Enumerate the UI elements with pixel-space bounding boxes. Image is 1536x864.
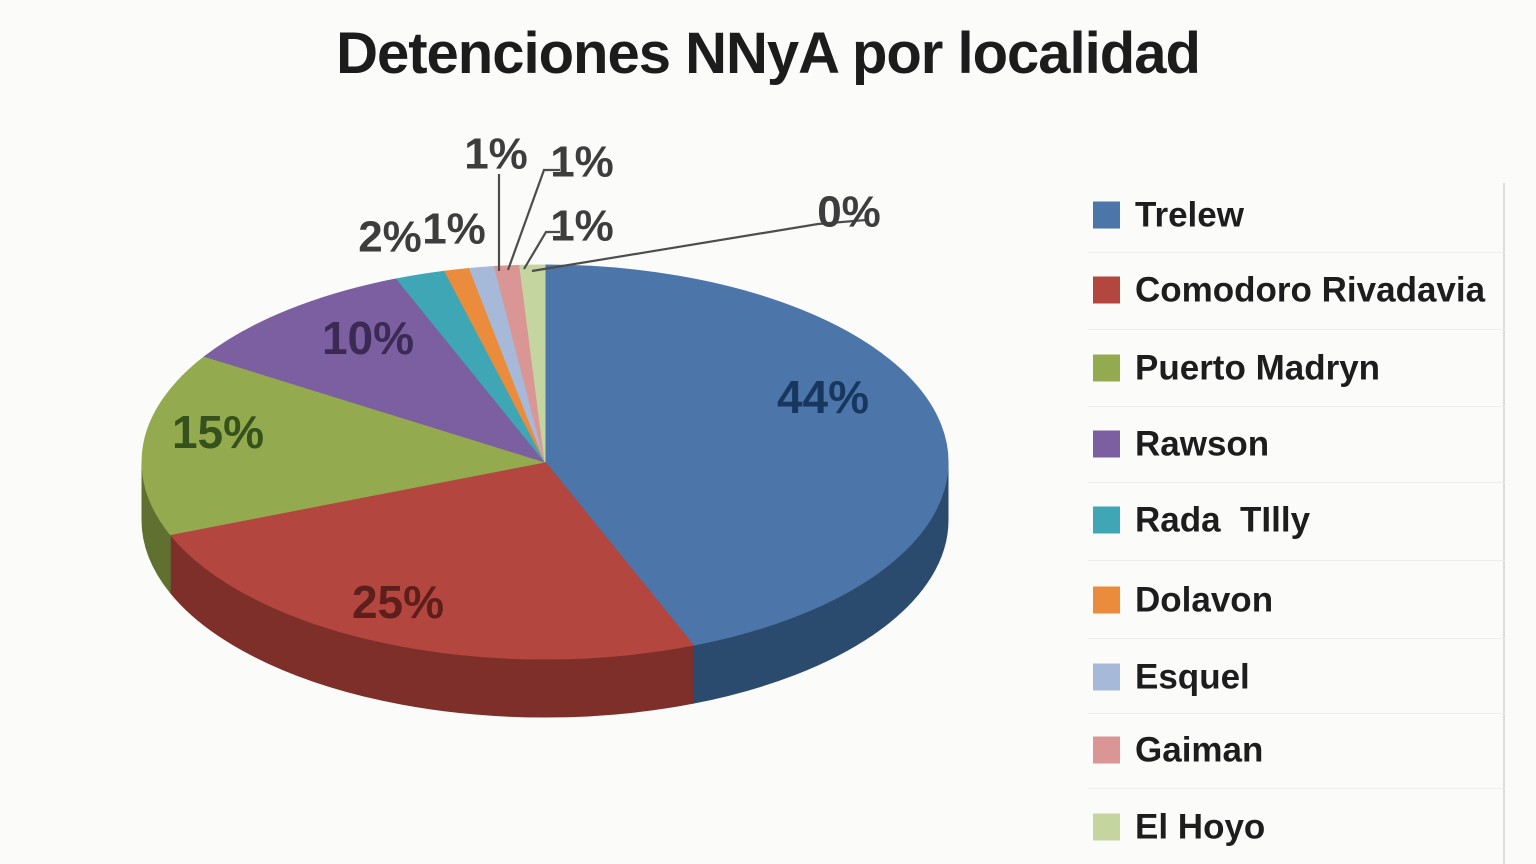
- legend-swatch-trelew: [1093, 201, 1120, 229]
- leader-line-extra-zero: [531, 218, 867, 273]
- percent-label-extra-zero: 0%: [817, 188, 881, 237]
- legend-row-separator-1: [1088, 329, 1505, 330]
- legend-item-trelew: Trelew: [1093, 198, 1244, 233]
- percent-label-rawson: 10%: [322, 312, 414, 364]
- legend-swatch-puerto-madryn: [1093, 354, 1120, 382]
- pie-slice-trelew: [544, 264, 949, 646]
- legend-item-gaiman: Gaiman: [1093, 733, 1263, 768]
- pie-slice-el-hoyo: [519, 264, 546, 463]
- legend-label-gaiman: Gaiman: [1135, 730, 1264, 770]
- legend-label-el-hoyo: El Hoyo: [1135, 807, 1266, 847]
- pie-slice-rawson: [203, 278, 547, 463]
- legend-item-rawson: Rawson: [1093, 427, 1269, 462]
- legend-row-separator-2: [1088, 406, 1505, 407]
- pie-percent-labels: 44%25%15%10%2% 1%1% 1%1% 0%: [172, 130, 881, 629]
- legend-swatch-gaiman: [1093, 736, 1120, 764]
- legend-row-separator-6: [1088, 713, 1505, 714]
- legend-label-dolavon: Dolavon: [1135, 580, 1274, 620]
- percent-label-gaiman: 1%: [550, 138, 614, 187]
- percent-label-rada-tilly: 2%: [358, 213, 422, 262]
- legend-label-comodoro-rivadavia: Comodoro Rivadavia: [1135, 270, 1486, 310]
- legend-row-separator-3: [1088, 482, 1505, 483]
- legend-label-esquel: Esquel: [1135, 657, 1250, 697]
- percent-label-el-hoyo: 1%: [550, 202, 614, 251]
- legend-item-rada-tilly: Rada TIlly: [1093, 503, 1310, 538]
- legend-swatch-esquel: [1093, 663, 1120, 691]
- legend-swatch-rada-tilly: [1093, 506, 1120, 534]
- percent-label-esquel: 1%: [464, 130, 528, 179]
- pie-top-slices: [141, 264, 949, 660]
- legend-item-dolavon: Dolavon: [1093, 583, 1273, 618]
- legend-label-rada-tilly: Rada TIlly: [1135, 500, 1311, 540]
- legend-row-separator-0: [1088, 252, 1505, 253]
- legend-label-puerto-madryn: Puerto Madryn: [1135, 348, 1381, 388]
- legend-row-separator-5: [1088, 638, 1505, 639]
- pie-leader-lines: [497, 168, 867, 273]
- percent-label-trelew: 44%: [777, 371, 869, 423]
- table-border-vertical-line: [1503, 183, 1505, 864]
- pie-slice-comodoro-rivadavia: [169, 461, 695, 660]
- legend-row-separator-7: [1088, 788, 1505, 789]
- legend-label-rawson: Rawson: [1135, 424, 1270, 464]
- percent-label-puerto-madryn: 15%: [172, 406, 264, 458]
- legend-item-esquel: Esquel: [1093, 660, 1250, 695]
- percent-label-dolavon: 1%: [422, 205, 486, 254]
- leader-line-gaiman: [506, 168, 560, 271]
- chart-title: Detenciones NNyA por localidad: [336, 21, 1201, 86]
- legend-swatch-rawson: [1093, 430, 1120, 458]
- legend-row-separator-4: [1088, 560, 1505, 561]
- legend-label-trelew: Trelew: [1135, 195, 1244, 235]
- legend-swatch-el-hoyo: [1093, 813, 1120, 841]
- legend-swatch-dolavon: [1093, 586, 1120, 614]
- legend-swatch-comodoro-rivadavia: [1093, 276, 1120, 304]
- legend-item-el-hoyo: El Hoyo: [1093, 810, 1265, 845]
- pie-slice-puerto-madryn: [141, 355, 546, 536]
- percent-label-comodoro-rivadavia: 25%: [352, 576, 444, 628]
- legend-item-comodoro-rivadavia: Comodoro Rivadavia: [1093, 273, 1485, 308]
- leader-line-el-hoyo: [523, 230, 560, 270]
- legend: Trelew Comodoro Rivadavia Puerto Madryn Raw…: [1093, 0, 1503, 864]
- legend-item-puerto-madryn: Puerto Madryn: [1093, 351, 1380, 386]
